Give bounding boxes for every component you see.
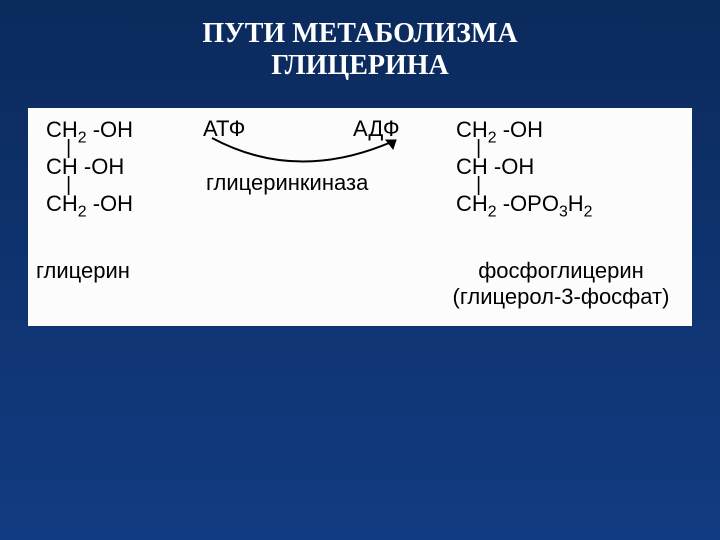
reaction-panel: CH2 -OH | CH -OH | CH2 -OH глицерин АТФ …	[28, 108, 692, 326]
substrate-structure: CH2 -OH | CH -OH | CH2 -OH	[46, 118, 133, 215]
title-line-1: ПУТИ МЕТАБОЛИЗМА	[202, 18, 517, 49]
product-structure: CH2 -OH | CH -OH | CH2 -OPO3H2	[456, 118, 592, 215]
product-name-line1: фосфоглицерин	[478, 258, 644, 283]
bond-icon: |	[476, 179, 592, 191]
curved-arrow-icon	[198, 132, 418, 172]
title-line-2: ГЛИЦЕРИНА	[271, 50, 449, 81]
substrate-name: глицерин	[28, 258, 188, 284]
substrate-line-3: CH2 -OH	[46, 192, 133, 215]
substrate-line-2: CH -OH	[46, 155, 133, 178]
slide-title: ПУТИ МЕТАБОЛИЗМА ГЛИЦЕРИНА	[0, 18, 720, 82]
bond-icon: |	[66, 142, 133, 154]
reaction-arrow	[198, 132, 418, 172]
slide: ПУТИ МЕТАБОЛИЗМА ГЛИЦЕРИНА CH2 -OH | CH …	[0, 0, 720, 540]
substrate-line-1: CH2 -OH	[46, 118, 133, 141]
product-name-line2: (глицерол-3-фосфат)	[453, 284, 670, 309]
product-line-3: CH2 -OPO3H2	[456, 192, 592, 215]
bond-icon: |	[66, 179, 133, 191]
product-name: фосфоглицерин (глицерол-3-фосфат)	[426, 258, 696, 310]
enzyme-label: глицеринкиназа	[206, 170, 368, 196]
